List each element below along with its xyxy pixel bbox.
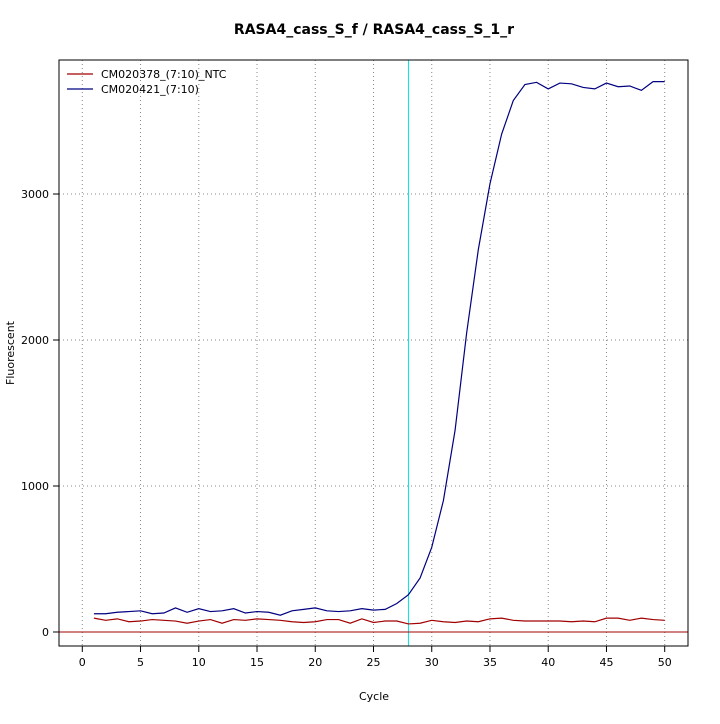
y-tick-label: 0: [42, 626, 49, 639]
x-tick-label: 15: [250, 656, 264, 669]
x-tick-label: 25: [367, 656, 381, 669]
chart-title: RASA4_cass_S_f / RASA4_cass_S_1_r: [234, 22, 514, 38]
x-tick-label: 5: [137, 656, 144, 669]
x-axis-label: Cycle: [359, 690, 389, 703]
y-tick-label: 2000: [21, 334, 49, 347]
x-tick-label: 20: [308, 656, 322, 669]
x-tick-label: 10: [192, 656, 206, 669]
y-axis-label: Fluorescent: [4, 320, 17, 385]
plot-frame: [58, 59, 689, 647]
y-tick-label: 1000: [21, 480, 49, 493]
legend-label: CM020421_(7:10): [101, 83, 199, 96]
x-tick-label: 40: [541, 656, 555, 669]
series-line: [93, 81, 665, 616]
x-tick-label: 35: [483, 656, 497, 669]
legend-label: CM020378_(7:10)_NTC: [101, 68, 227, 81]
y-tick-label: 3000: [21, 188, 49, 201]
x-tick-label: 30: [425, 656, 439, 669]
x-tick-label: 45: [599, 656, 613, 669]
x-tick-label: 0: [79, 656, 86, 669]
series-line: [93, 617, 665, 625]
x-tick-label: 50: [658, 656, 672, 669]
